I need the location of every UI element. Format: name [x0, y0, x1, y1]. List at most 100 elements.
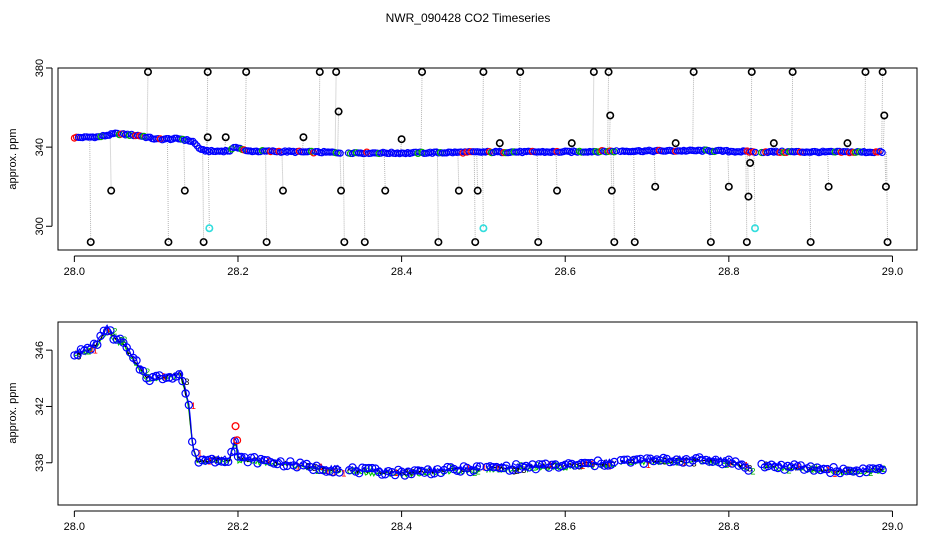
point-glyph: 1: [495, 463, 500, 473]
raw-spike: [457, 152, 460, 191]
point-glyph: 2: [328, 468, 333, 478]
data-point: [600, 461, 609, 470]
data-point: [580, 458, 590, 468]
point-glyph: 2: [368, 464, 373, 474]
point-glyph: 1: [728, 459, 733, 469]
point-glyph: 2: [868, 468, 873, 478]
point-glyph: 1: [646, 460, 651, 470]
raw-spike: [845, 143, 848, 153]
y-axis-label-bottom: approx. ppm: [7, 382, 19, 443]
y-tick-label: 346: [34, 341, 46, 359]
point-glyph: 3: [515, 466, 520, 476]
point-glyph: 1: [90, 344, 95, 354]
raw-spike: [342, 152, 345, 243]
raw-spike: [881, 71, 884, 153]
point-glyph: 2: [112, 326, 117, 336]
data-point: [633, 455, 642, 464]
outlier-point: [880, 111, 889, 120]
point-glyph: 3: [410, 468, 415, 478]
point-glyph: 1: [584, 459, 589, 469]
raw-spike: [809, 151, 812, 243]
x-tick-label: 28.2: [227, 266, 248, 278]
data-point: [410, 466, 419, 475]
outlier-point: [883, 238, 892, 247]
data-point: [151, 371, 161, 381]
raw-spike: [791, 71, 794, 152]
point-glyph: 2: [315, 466, 320, 476]
raw-spike: [202, 150, 205, 243]
outlier-point: [746, 158, 755, 167]
raw-spike: [570, 143, 573, 152]
y-axis-bottom: 338 342 346: [34, 341, 53, 472]
outlier-point: [671, 139, 680, 148]
outlier-point: [262, 238, 271, 247]
data-point: [336, 149, 344, 157]
data-point: [384, 467, 393, 476]
data-point: [472, 462, 482, 471]
outlier-point: [861, 67, 870, 76]
data-point: [112, 335, 122, 344]
point-glyph: 3: [404, 468, 409, 478]
data-point: [279, 462, 288, 471]
raw-spike: [146, 71, 149, 138]
plot-frame-top: [57, 67, 918, 251]
point-glyph: 2: [872, 464, 877, 474]
spike-point: [233, 436, 242, 445]
raw-spike: [653, 150, 656, 187]
raw-spike: [498, 143, 501, 153]
y-axis-top: 300 340 380: [34, 59, 53, 235]
raw-spike: [244, 71, 247, 152]
outlier-point: [164, 238, 173, 247]
point-glyph: 2: [881, 464, 886, 474]
outlier-point: [381, 186, 390, 195]
outlier-point: [742, 238, 751, 247]
outlier-point: [418, 67, 427, 76]
outlier-point: [604, 67, 613, 76]
raw-spike: [518, 71, 521, 152]
outlier-point: [706, 238, 715, 247]
data-point: [577, 458, 586, 468]
outlier-point: [315, 67, 324, 76]
point-glyph: 3: [273, 458, 278, 468]
data-point: [197, 455, 207, 465]
data-point: [174, 370, 184, 379]
raw-spike: [183, 139, 186, 191]
raw-spike: [555, 151, 558, 191]
x-tick-label: 29.0: [882, 521, 903, 533]
raw-spike: [481, 152, 484, 229]
x-tick-label: 28.6: [555, 266, 576, 278]
raw-trace-top: [74, 71, 889, 243]
raw-spike: [746, 151, 749, 197]
raw-spike: [536, 151, 539, 243]
series-line-blue: [74, 324, 885, 474]
raw-spike: [89, 137, 92, 243]
outlier-point: [788, 67, 797, 76]
data-point: [603, 461, 613, 470]
raw-spike: [420, 71, 423, 153]
data-point: [518, 462, 527, 471]
raw-spike: [339, 152, 342, 191]
point-glyph: 3: [184, 377, 189, 387]
raw-spike: [633, 151, 636, 243]
raw-spike: [753, 151, 756, 229]
flagged-point: [751, 224, 760, 233]
data-point: [377, 470, 387, 479]
y-tick-label: 340: [34, 138, 46, 156]
raw-spike: [608, 115, 611, 152]
raw-spike: [882, 115, 885, 153]
data-point: [364, 463, 374, 473]
outlier-point: [553, 186, 562, 195]
outlier-point: [107, 186, 116, 195]
data-point: [361, 464, 370, 473]
data-point: [89, 339, 99, 348]
outlier-point: [606, 111, 615, 120]
raw-spike: [476, 152, 479, 191]
outlier-point: [334, 107, 343, 116]
raw-spike: [750, 71, 753, 152]
outlier-point: [199, 238, 208, 247]
y-tick-label: 380: [34, 59, 46, 77]
raw-spike: [337, 111, 340, 153]
point-glyph: 2: [751, 467, 756, 477]
point-glyph: 3: [417, 466, 422, 476]
